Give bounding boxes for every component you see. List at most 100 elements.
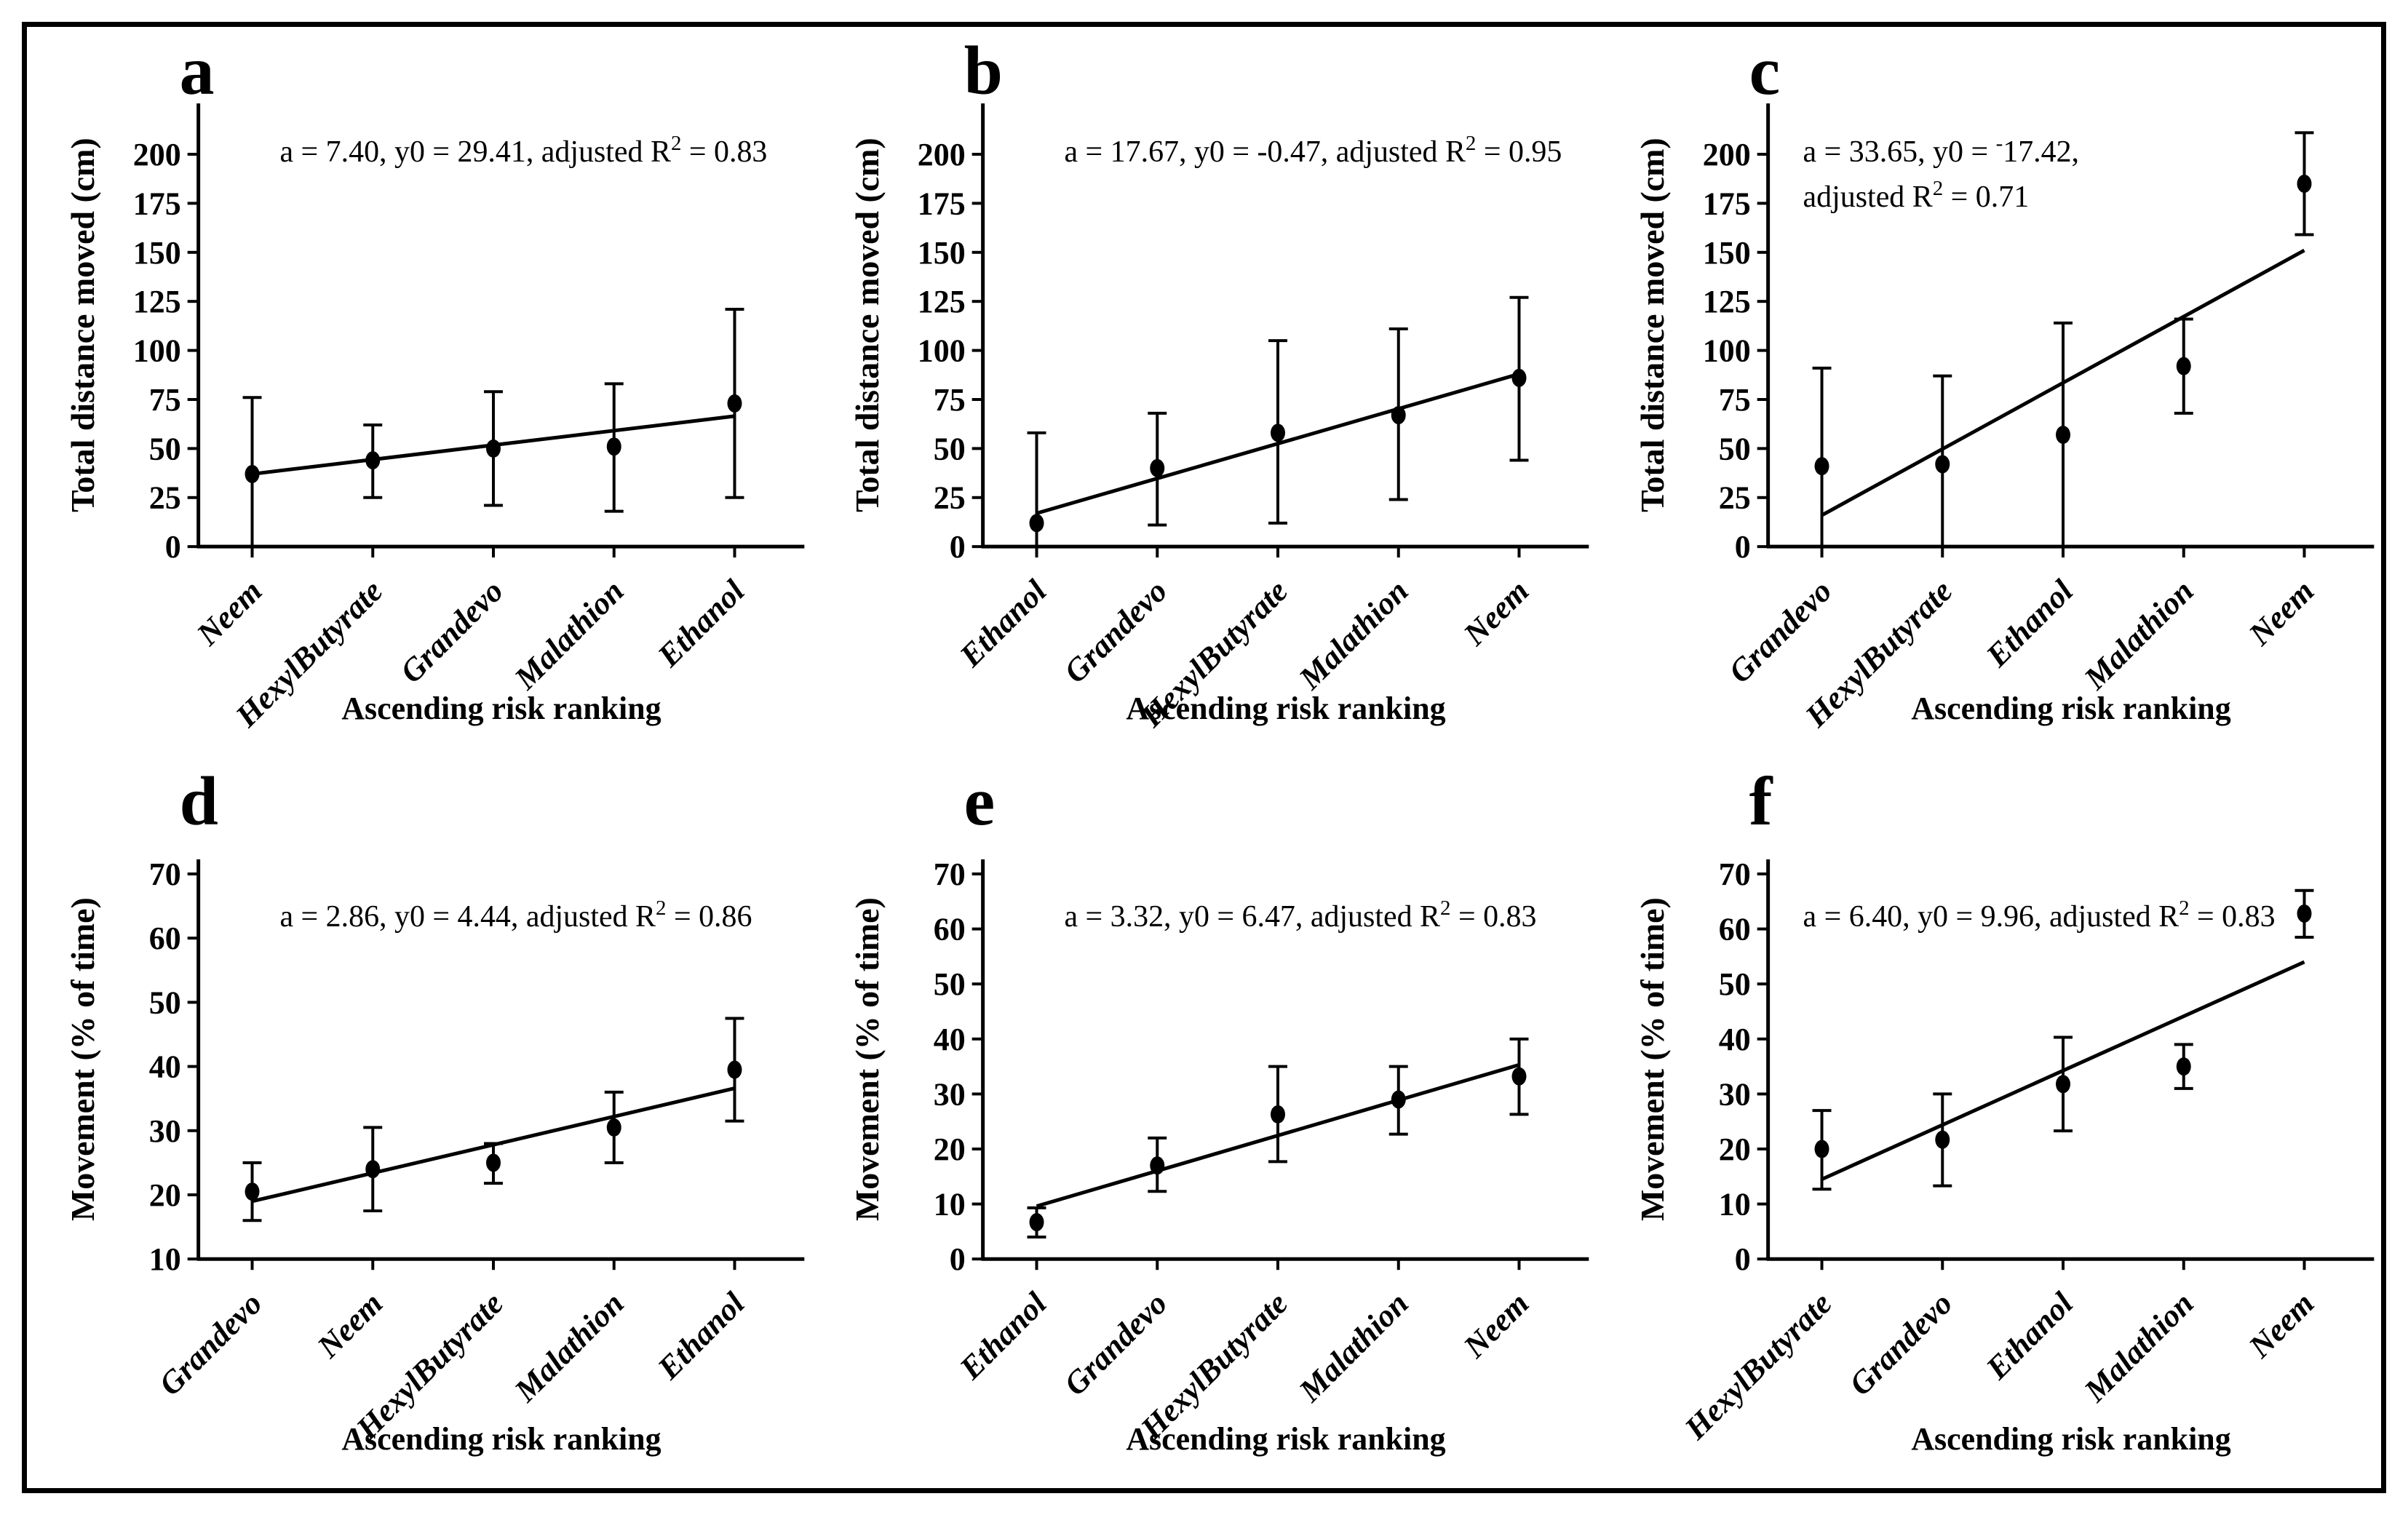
panel-c-chart: c a = 33.65, y0 = -17.42, adjusted R2 = 0.…	[1634, 32, 2375, 734]
data-point	[2176, 1057, 2191, 1076]
y-tick-label: 25	[934, 480, 966, 516]
y-tick-label: 0	[950, 1241, 966, 1277]
y-tick-label: 40	[934, 1022, 966, 1057]
data-point	[1029, 1213, 1044, 1232]
y-tick-label: 200	[133, 137, 181, 172]
y-tick-label: 50	[149, 985, 181, 1020]
x-tick-label: Ethanol	[953, 1285, 1054, 1386]
y-tick-label: 100	[133, 333, 181, 369]
data-point	[727, 1060, 742, 1079]
data-point	[1029, 514, 1044, 533]
x-tick-label: Grandevo	[1057, 1286, 1175, 1403]
panel-letter: d	[180, 763, 218, 840]
y-tick-label: 20	[934, 1132, 966, 1167]
y-axis-title: Movement (% of time)	[849, 897, 886, 1221]
data-point	[486, 439, 501, 458]
y-tick-label: 60	[149, 920, 181, 956]
y-tick-label: 100	[1702, 333, 1750, 369]
x-tick-label: Neem	[2241, 573, 2321, 653]
y-tick-label: 40	[1718, 1022, 1750, 1057]
panel-a-chart: a a = 7.40, y0 = 29.41, adjusted R2 = 0.8…	[64, 32, 805, 734]
data-point	[1271, 1105, 1286, 1124]
data-point	[2176, 357, 2191, 375]
panel-b-chart: b a = 17.67, y0 = -0.47, adjusted R2 = 0.…	[849, 32, 1589, 734]
y-tick-label: 70	[934, 856, 966, 892]
x-axis-title: Ascending risk ranking	[341, 691, 661, 726]
y-tick-label: 20	[1718, 1132, 1750, 1167]
y-tick-label: 100	[918, 333, 966, 369]
y-tick-label: 40	[149, 1049, 181, 1085]
x-tick-label: Ethanol	[1979, 1285, 2080, 1386]
x-tick-label: Ethanol	[953, 573, 1054, 674]
data-point	[1814, 1140, 1829, 1158]
x-tick-label: Malathion	[1292, 1286, 1415, 1409]
y-tick-label: 50	[934, 966, 966, 1002]
y-tick-label: 20	[149, 1177, 181, 1213]
y-tick-label: 75	[1718, 382, 1750, 418]
y-tick-label: 25	[1718, 480, 1750, 516]
y-tick-label: 175	[1702, 186, 1750, 221]
x-tick-label: Grandevo	[393, 573, 510, 690]
x-tick-label: Malathion	[507, 573, 631, 696]
y-tick-label: 0	[165, 529, 181, 565]
data-point	[1391, 1090, 1407, 1109]
data-point	[1934, 1130, 1950, 1149]
y-tick-label: 175	[918, 186, 966, 221]
y-tick-label: 50	[149, 431, 181, 466]
panel-letter: e	[964, 763, 996, 840]
y-tick-label: 150	[133, 235, 181, 271]
y-axis-title: Total distance moved (cm)	[1634, 138, 1671, 512]
panel-letter: c	[1749, 32, 1780, 109]
x-tick-label: Neem	[2241, 1286, 2321, 1366]
data-point	[1934, 455, 1950, 474]
data-point	[2297, 904, 2312, 923]
y-tick-label: 0	[950, 529, 966, 565]
y-tick-label: 50	[1718, 966, 1750, 1002]
panel-d: d a = 2.86, y0 = 4.44, adjusted R2 = 0.86…	[27, 758, 811, 1488]
x-axis-title: Ascending risk ranking	[1126, 691, 1446, 726]
x-tick-label: Ethanol	[1979, 573, 2080, 674]
y-axis-title: Movement (% of time)	[64, 897, 101, 1221]
regression-annotation: adjusted R2 = 0.71	[1803, 177, 2029, 214]
x-tick-label: Malathion	[507, 1286, 631, 1409]
x-tick-label: Ethanol	[651, 573, 752, 674]
y-tick-label: 70	[149, 856, 181, 892]
x-axis-title: Ascending risk ranking	[1911, 691, 2230, 726]
x-tick-label: Grandevo	[1722, 573, 1839, 690]
y-tick-label: 150	[918, 235, 966, 271]
x-tick-label: Grandevo	[1057, 573, 1175, 690]
panel-f-chart: f a = 6.40, y0 = 9.96, adjusted R2 = 0.83…	[1634, 763, 2375, 1457]
y-tick-label: 75	[934, 382, 966, 418]
data-point	[2297, 174, 2312, 193]
y-tick-label: 60	[934, 912, 966, 947]
x-axis-title: Ascending risk ranking	[1126, 1421, 1446, 1457]
data-point	[1391, 406, 1407, 425]
data-point	[1814, 457, 1829, 476]
data-point	[245, 1182, 260, 1201]
x-tick-label: Neem	[1456, 573, 1536, 653]
y-tick-label: 200	[918, 137, 966, 172]
x-tick-label: Malathion	[1292, 573, 1415, 696]
y-tick-label: 0	[1734, 529, 1750, 565]
y-tick-label: 10	[934, 1187, 966, 1222]
panel-e-chart: e a = 3.32, y0 = 6.47, adjusted R2 = 0.83…	[849, 763, 1589, 1457]
y-tick-label: 30	[149, 1113, 181, 1149]
y-tick-label: 125	[918, 284, 966, 319]
y-tick-label: 30	[1718, 1076, 1750, 1112]
x-tick-label: Neem	[189, 573, 269, 653]
panel-c: c a = 33.65, y0 = -17.42, adjusted R2 = 0.…	[1597, 27, 2381, 758]
y-tick-label: 70	[1718, 856, 1750, 892]
y-axis-title: Movement (% of time)	[1634, 897, 1671, 1221]
data-point	[245, 464, 260, 483]
y-tick-label: 200	[1702, 137, 1750, 172]
y-tick-label: 30	[934, 1076, 966, 1112]
y-tick-label: 150	[1702, 235, 1750, 271]
x-axis-title: Ascending risk ranking	[1911, 1421, 2230, 1457]
x-tick-label: Grandevo	[1842, 1286, 1959, 1403]
x-tick-label: HexylButyrate	[1677, 1286, 1839, 1447]
data-point	[365, 451, 381, 470]
y-tick-label: 60	[1718, 912, 1750, 947]
data-point	[1511, 1067, 1527, 1086]
data-point	[727, 394, 742, 413]
x-tick-label: Malathion	[2076, 1286, 2200, 1409]
